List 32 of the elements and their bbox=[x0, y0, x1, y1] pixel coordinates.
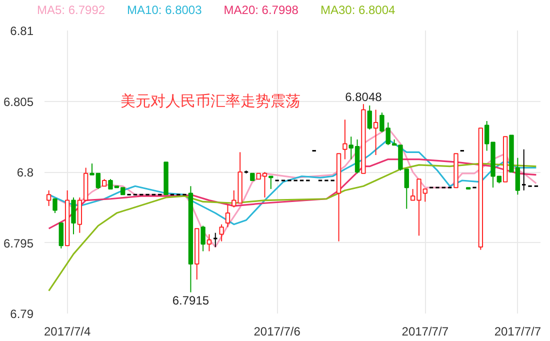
annotation: 6.8048 bbox=[345, 90, 382, 104]
x-tick-label: 2017/7/7 bbox=[494, 324, 542, 338]
candlestick bbox=[367, 104, 372, 130]
candlestick bbox=[71, 196, 76, 235]
annotation: 6.7915 bbox=[172, 293, 210, 308]
candlestick bbox=[46, 190, 52, 206]
candlestick bbox=[521, 148, 526, 191]
text: MA5: 6.7992 bbox=[37, 3, 106, 17]
x-tick-label: 2017/7/4 bbox=[44, 324, 92, 338]
text: MA20: 6.7998 bbox=[224, 3, 298, 17]
candlestick bbox=[268, 176, 274, 190]
y-tick-label: 6.8 bbox=[16, 166, 34, 180]
y-tick-label: 6.795 bbox=[3, 236, 34, 250]
y-tick-label: 6.81 bbox=[10, 24, 34, 38]
candlestick bbox=[52, 198, 58, 214]
line-series bbox=[48, 162, 537, 292]
x-tick-label: 2017/7/7 bbox=[402, 324, 449, 338]
candlestick bbox=[342, 119, 348, 160]
candlestick bbox=[58, 222, 64, 249]
text: MA10: 6.8003 bbox=[127, 3, 202, 17]
candlestick bbox=[225, 204, 230, 228]
candlestick bbox=[219, 224, 224, 242]
line-series bbox=[48, 158, 537, 230]
y-tick-label: 6.79 bbox=[10, 307, 34, 321]
y-tick-label: 6.805 bbox=[3, 94, 34, 109]
text: MA30: 6.8004 bbox=[320, 3, 396, 17]
annotation: 美元对人民币汇率走势震荡 bbox=[120, 93, 300, 110]
x-tick-label: 2017/7/6 bbox=[254, 324, 301, 338]
candlestick bbox=[200, 225, 206, 252]
candlestick bbox=[206, 234, 212, 252]
candlestick bbox=[373, 109, 378, 156]
candlestick bbox=[212, 232, 218, 248]
